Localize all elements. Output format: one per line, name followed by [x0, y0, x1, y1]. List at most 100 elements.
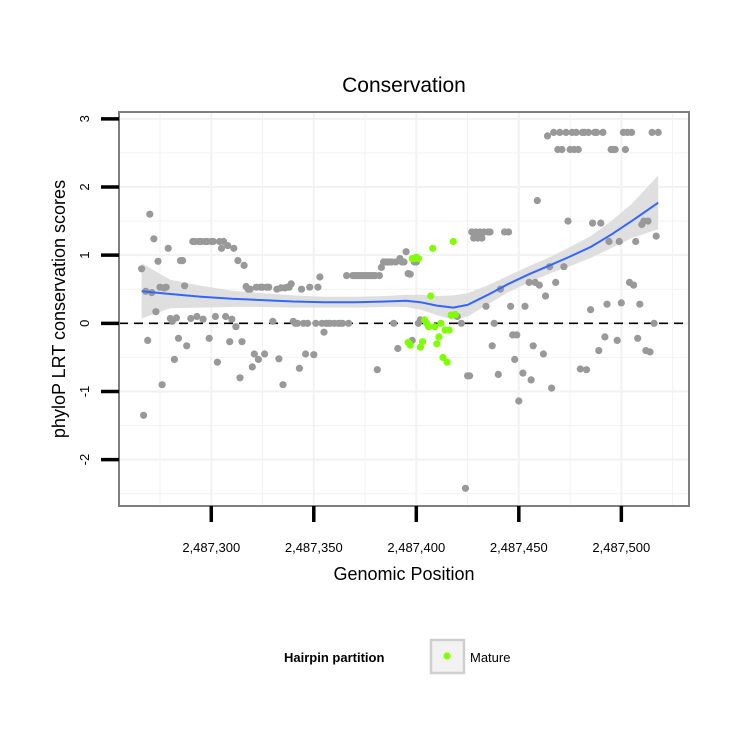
- data-point: [402, 248, 410, 256]
- data-point: [400, 258, 408, 266]
- data-point: [552, 278, 560, 286]
- data-point: [406, 270, 414, 278]
- mature-points: [404, 237, 459, 366]
- data-point: [527, 376, 535, 384]
- data-point: [150, 235, 158, 243]
- data-point: [457, 319, 465, 327]
- data-point: [535, 281, 543, 289]
- data-point: [140, 411, 148, 419]
- x-axis-title: Genomic Position: [333, 564, 474, 584]
- data-point: [634, 334, 642, 342]
- data-point: [320, 328, 328, 336]
- mature-data-point: [427, 292, 435, 300]
- mature-data-point: [431, 323, 439, 331]
- data-point: [541, 292, 550, 300]
- data-point: [261, 350, 269, 358]
- data-point: [172, 314, 180, 322]
- data-point: [217, 244, 226, 252]
- mature-data-point: [406, 341, 414, 349]
- data-point: [515, 397, 523, 405]
- data-point: [654, 128, 662, 136]
- data-point: [478, 234, 486, 242]
- data-point: [648, 128, 656, 136]
- data-point: [589, 219, 597, 227]
- data-point: [601, 333, 609, 341]
- data-point: [617, 299, 625, 307]
- data-point: [587, 306, 595, 314]
- data-point: [316, 273, 324, 281]
- mature-data-point: [437, 319, 445, 327]
- data-point: [488, 342, 496, 350]
- data-point: [574, 145, 582, 154]
- data-point: [314, 283, 322, 291]
- data-point: [224, 242, 232, 250]
- data-point: [232, 323, 240, 331]
- data-point: [193, 312, 201, 321]
- data-point: [644, 217, 652, 225]
- mature-data-point: [433, 340, 441, 348]
- data-point: [621, 145, 630, 154]
- data-point: [572, 128, 580, 136]
- y-tick-label: 2: [77, 183, 92, 190]
- data-point: [597, 219, 605, 227]
- data-point: [595, 347, 603, 355]
- y-axis: -2 -1 0 1 2 3: [77, 115, 119, 465]
- data-point: [310, 351, 318, 359]
- legend-title: Hairpin partition: [284, 650, 384, 665]
- mature-data-point: [451, 310, 459, 319]
- data-point: [603, 300, 611, 308]
- data-point: [152, 308, 160, 316]
- y-tick-label: 1: [77, 251, 92, 258]
- data-point: [611, 145, 619, 154]
- data-point: [213, 358, 221, 366]
- data-point: [560, 263, 568, 271]
- mature-data-point: [418, 338, 427, 346]
- data-point: [646, 348, 654, 356]
- data-point: [297, 285, 306, 293]
- data-point: [539, 350, 548, 358]
- data-point: [312, 319, 320, 327]
- data-point: [513, 331, 521, 339]
- y-axis-title: phyloP LRT conservation scores: [49, 180, 69, 438]
- chart-title: Conservation: [342, 74, 466, 97]
- confidence-band-layer: [141, 175, 659, 320]
- data-point: [652, 232, 660, 240]
- data-point: [236, 374, 244, 382]
- data-point: [240, 261, 248, 269]
- data-point: [248, 363, 256, 371]
- data-point: [179, 257, 187, 265]
- data-point: [234, 257, 242, 265]
- data-point: [209, 237, 217, 246]
- data-point: [293, 319, 301, 327]
- y-tick-label: 0: [77, 320, 92, 327]
- data-point: [144, 336, 152, 344]
- data-point: [605, 237, 613, 246]
- data-point: [533, 197, 541, 205]
- background-points: [138, 128, 662, 492]
- data-point: [558, 145, 566, 154]
- data-point: [466, 372, 474, 380]
- data-point: [187, 314, 195, 323]
- data-point: [265, 283, 273, 291]
- data-point: [576, 365, 584, 373]
- data-point: [275, 355, 283, 363]
- loess-smooth-line: [141, 201, 659, 309]
- y-tick-label: -1: [77, 386, 92, 398]
- data-point: [230, 244, 238, 252]
- x-tick-label: 2,487,500: [592, 540, 650, 555]
- data-point: [228, 315, 236, 323]
- data-point: [630, 281, 638, 289]
- data-point: [556, 128, 564, 136]
- y-tick-label: 3: [77, 115, 92, 122]
- data-point: [345, 319, 353, 327]
- data-point: [164, 244, 172, 252]
- x-tick-label: 2,487,350: [285, 540, 343, 555]
- data-point: [628, 128, 636, 136]
- data-point: [584, 128, 593, 136]
- data-point: [525, 278, 533, 286]
- data-point: [582, 366, 591, 374]
- data-point: [519, 369, 527, 377]
- data-point: [254, 355, 262, 363]
- mature-data-point: [449, 237, 457, 246]
